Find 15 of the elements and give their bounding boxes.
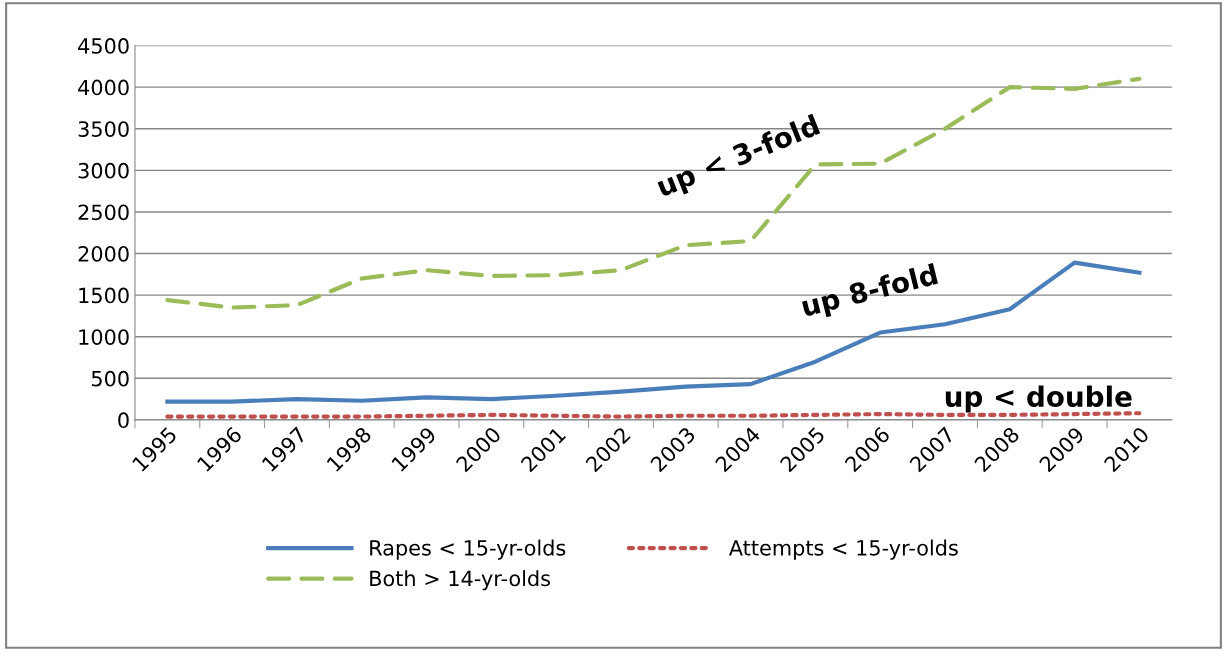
annotation: up 8-fold — [800, 263, 940, 323]
y-tick-label: 3500 — [78, 121, 129, 137]
y-tick-label: 0 — [118, 412, 129, 429]
y-tick-label: 2000 — [78, 245, 129, 262]
legend-label: Rapes < 15-yr-olds — [370, 539, 566, 560]
y-tick-label: 500 — [91, 370, 129, 387]
y-tick-label: 3000 — [78, 162, 129, 179]
y-tick-label: 4000 — [78, 79, 129, 96]
y-tick-label: 2500 — [78, 204, 129, 221]
y-tick-label: 1500 — [79, 287, 129, 304]
y-tick-label: 4500 — [78, 38, 129, 54]
legend-label: Both > 14-yr-olds — [370, 570, 551, 591]
legend-label: Attempts < 15-yr-olds — [728, 539, 958, 560]
annotation: up < double — [945, 385, 1132, 413]
y-tick-label: 1000 — [79, 329, 129, 345]
